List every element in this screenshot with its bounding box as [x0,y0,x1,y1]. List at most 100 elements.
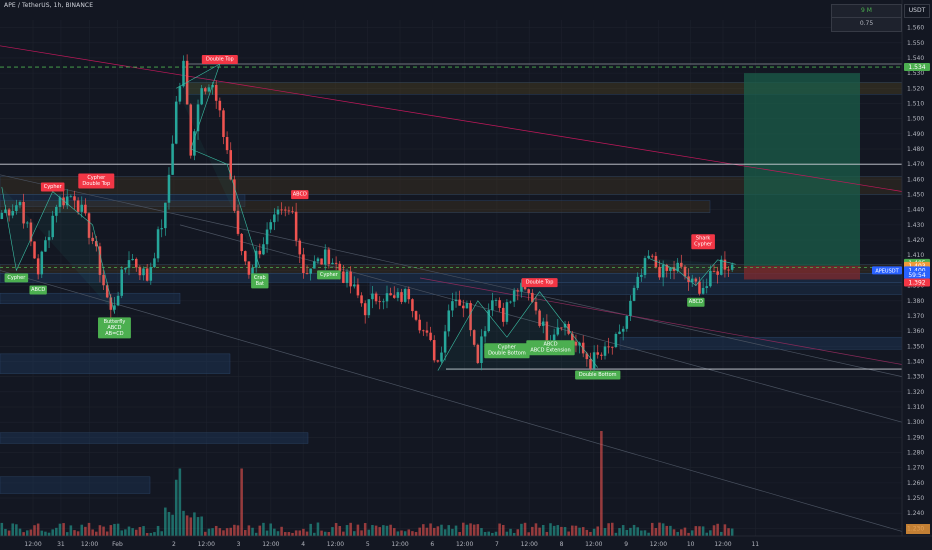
volume-bar [0,522,4,536]
volume-bar [389,524,392,536]
price-tick-label: 1.410 [907,252,924,259]
candle-body [520,283,523,292]
volume-bar [95,531,98,536]
time-tick-label: 12:00 [521,541,538,548]
candle-body [131,258,134,261]
volume-bar [240,468,243,536]
volume-bar [625,529,629,536]
volume-bar [11,523,14,536]
candle-body [563,323,567,328]
candle-body [534,301,538,311]
volume-bar [672,529,676,536]
candle-body [95,241,98,247]
volume-bar [33,525,36,536]
candle-body [0,212,4,219]
candle-body [611,346,614,348]
pattern-label-text: Double Top [206,57,234,63]
candle-body [294,211,298,241]
volume-bar [392,528,396,536]
symbol-tag-box [872,266,902,275]
volume-bar [552,525,556,536]
candle-body [334,262,338,264]
pattern-label-box [484,343,530,359]
volume-bar [247,525,251,536]
candle-body [51,215,54,238]
volume-bar [47,532,51,536]
symbol-title[interactable]: APE / TetherUS, 1h, BINANCE [4,2,94,9]
candle-body [454,299,458,302]
candle-body [596,352,600,355]
volume-bar [356,524,360,536]
volume-bar [690,530,694,536]
candle-body [214,84,218,101]
time-axis[interactable]: 12:00 31 12:00 Feb 2 12:00 3 12:00 4 12:00 5 12:00 6… [0,535,932,550]
volume-bar [287,532,291,536]
price-tick-label: 1.540 [907,55,924,62]
candle-body [156,229,160,259]
volume-bar [283,532,287,536]
volume-bar [589,531,592,536]
volume-bar [545,531,549,536]
volume-bar [178,468,182,536]
time-tick-label: 2 [172,541,176,548]
volume-bar [494,531,498,536]
volume-bar [385,525,389,536]
volume-bar [585,529,589,536]
candle-body [396,292,400,298]
volume-bar [196,517,200,536]
volume-bar [76,531,80,536]
volume-bar [447,525,451,536]
candle-body [585,353,589,360]
zone-rect [0,353,231,374]
volume-bar [160,531,163,536]
price-tag-label: 1.403 [908,263,925,270]
volume-bar [578,527,581,536]
volume-bar [563,527,567,536]
time-tick-label: 3 [237,541,241,548]
pattern-label: Double Bottom [575,370,621,380]
pattern-label: Cypher [40,182,65,192]
time-tick-label: 12:00 [198,541,215,548]
volume-bar [189,517,193,536]
candle-body [251,267,254,275]
currency-button[interactable]: USDT [904,4,930,18]
candle-body [451,301,454,311]
volume-bar [425,527,429,536]
candle-body [509,301,512,303]
volume-bar [69,525,73,536]
volume-bar [523,522,527,536]
pattern-label-box [687,297,705,307]
candle-body [193,131,196,156]
candle-body [120,269,123,296]
time-tick-label: 12:00 [81,541,98,548]
trend-line [419,277,903,365]
candle-body [331,262,334,265]
volume-bar [222,530,225,536]
candle-body [458,299,461,306]
long-position-target [744,73,860,266]
volume-bar [491,532,494,536]
volume-bar [244,530,247,536]
candle-body [531,292,534,302]
candle-body [650,255,654,257]
volume-bar [487,531,490,536]
volume-bar [174,479,178,536]
candle-body [204,88,207,92]
pattern-label: Cypher [4,273,29,283]
volume-bar [360,530,363,536]
volume-bar [334,523,338,536]
price-tick-label: 1.480 [907,146,924,153]
candle-body [69,196,73,198]
pattern-label-text: Shark [696,236,710,242]
time-tick-label: 12:00 [391,541,408,548]
candle-body [323,249,327,265]
candle-body [236,210,240,234]
pattern-label-box [4,273,29,283]
volume-bar [142,526,145,536]
candle-body [665,264,669,271]
volume-bar [40,530,44,536]
candle-body [716,271,719,275]
candle-body [349,271,352,287]
volume-bar [720,531,723,536]
